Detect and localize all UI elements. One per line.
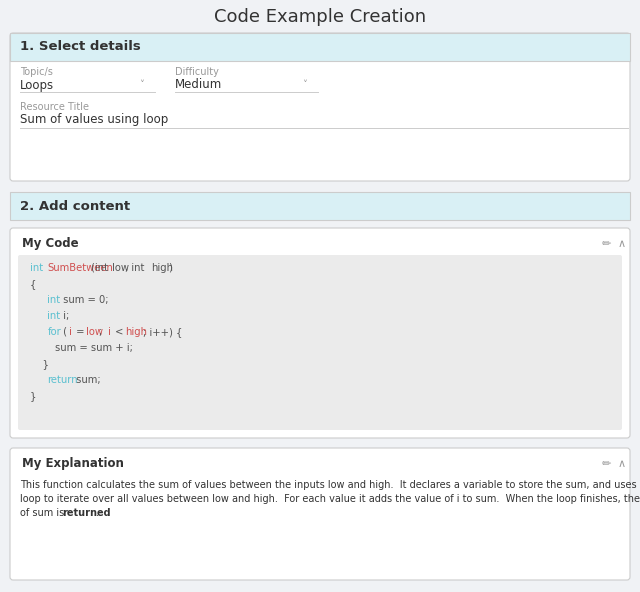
- Text: int: int: [47, 311, 60, 321]
- Text: ✏: ✏: [602, 459, 611, 469]
- Text: ∧: ∧: [618, 239, 626, 249]
- Text: ˅: ˅: [303, 80, 307, 90]
- Bar: [10, 33, 630, 61]
- Text: sum = 0;: sum = 0;: [60, 295, 109, 305]
- FancyBboxPatch shape: [18, 255, 622, 430]
- Text: i;: i;: [60, 311, 70, 321]
- Text: My Code: My Code: [22, 237, 79, 250]
- Text: ˅: ˅: [140, 80, 145, 90]
- Text: ;: ;: [99, 327, 106, 337]
- Text: 1. Select details: 1. Select details: [20, 40, 141, 53]
- Text: int: int: [47, 295, 60, 305]
- Text: high: high: [125, 327, 147, 337]
- Text: ): ): [168, 263, 172, 273]
- Text: return: return: [47, 375, 78, 385]
- Text: returned: returned: [62, 508, 111, 518]
- Text: i: i: [69, 327, 72, 337]
- Text: Topic/s: Topic/s: [20, 67, 53, 77]
- Text: Medium: Medium: [175, 79, 222, 92]
- Text: of sum is: of sum is: [20, 508, 67, 518]
- Text: (: (: [60, 327, 67, 337]
- Text: i: i: [108, 327, 111, 337]
- Text: <: <: [112, 327, 127, 337]
- Text: Loops: Loops: [20, 79, 54, 92]
- Text: =: =: [73, 327, 88, 337]
- Text: ; i++) {: ; i++) {: [143, 327, 182, 337]
- Text: sum = sum + i;: sum = sum + i;: [30, 343, 133, 353]
- Text: ✏: ✏: [602, 239, 611, 249]
- Text: }: }: [30, 359, 49, 369]
- Text: low: low: [112, 263, 129, 273]
- Text: int: int: [30, 263, 46, 273]
- Text: {: {: [30, 279, 36, 289]
- Text: , int: , int: [125, 263, 148, 273]
- Text: Sum of values using loop: Sum of values using loop: [20, 114, 168, 127]
- FancyBboxPatch shape: [10, 33, 630, 181]
- Text: sum;: sum;: [73, 375, 101, 385]
- Text: ∧: ∧: [618, 459, 626, 469]
- Text: (int: (int: [91, 263, 111, 273]
- Text: high: high: [151, 263, 173, 273]
- Text: }: }: [30, 391, 36, 401]
- Text: low: low: [86, 327, 103, 337]
- Text: Code Example Creation: Code Example Creation: [214, 8, 426, 26]
- Bar: [10, 192, 630, 220]
- Text: 2. Add content: 2. Add content: [20, 200, 130, 213]
- Text: .: .: [96, 508, 99, 518]
- Text: This function calculates the sum of values between the inputs low and high.  It : This function calculates the sum of valu…: [20, 480, 640, 490]
- Text: My Explanation: My Explanation: [22, 458, 124, 471]
- Text: Difficulty: Difficulty: [175, 67, 219, 77]
- Text: Resource Title: Resource Title: [20, 102, 89, 112]
- Text: SumBetween: SumBetween: [47, 263, 113, 273]
- FancyBboxPatch shape: [10, 448, 630, 580]
- Text: for: for: [47, 327, 61, 337]
- Text: loop to iterate over all values between low and high.  For each value it adds th: loop to iterate over all values between …: [20, 494, 640, 504]
- FancyBboxPatch shape: [10, 228, 630, 438]
